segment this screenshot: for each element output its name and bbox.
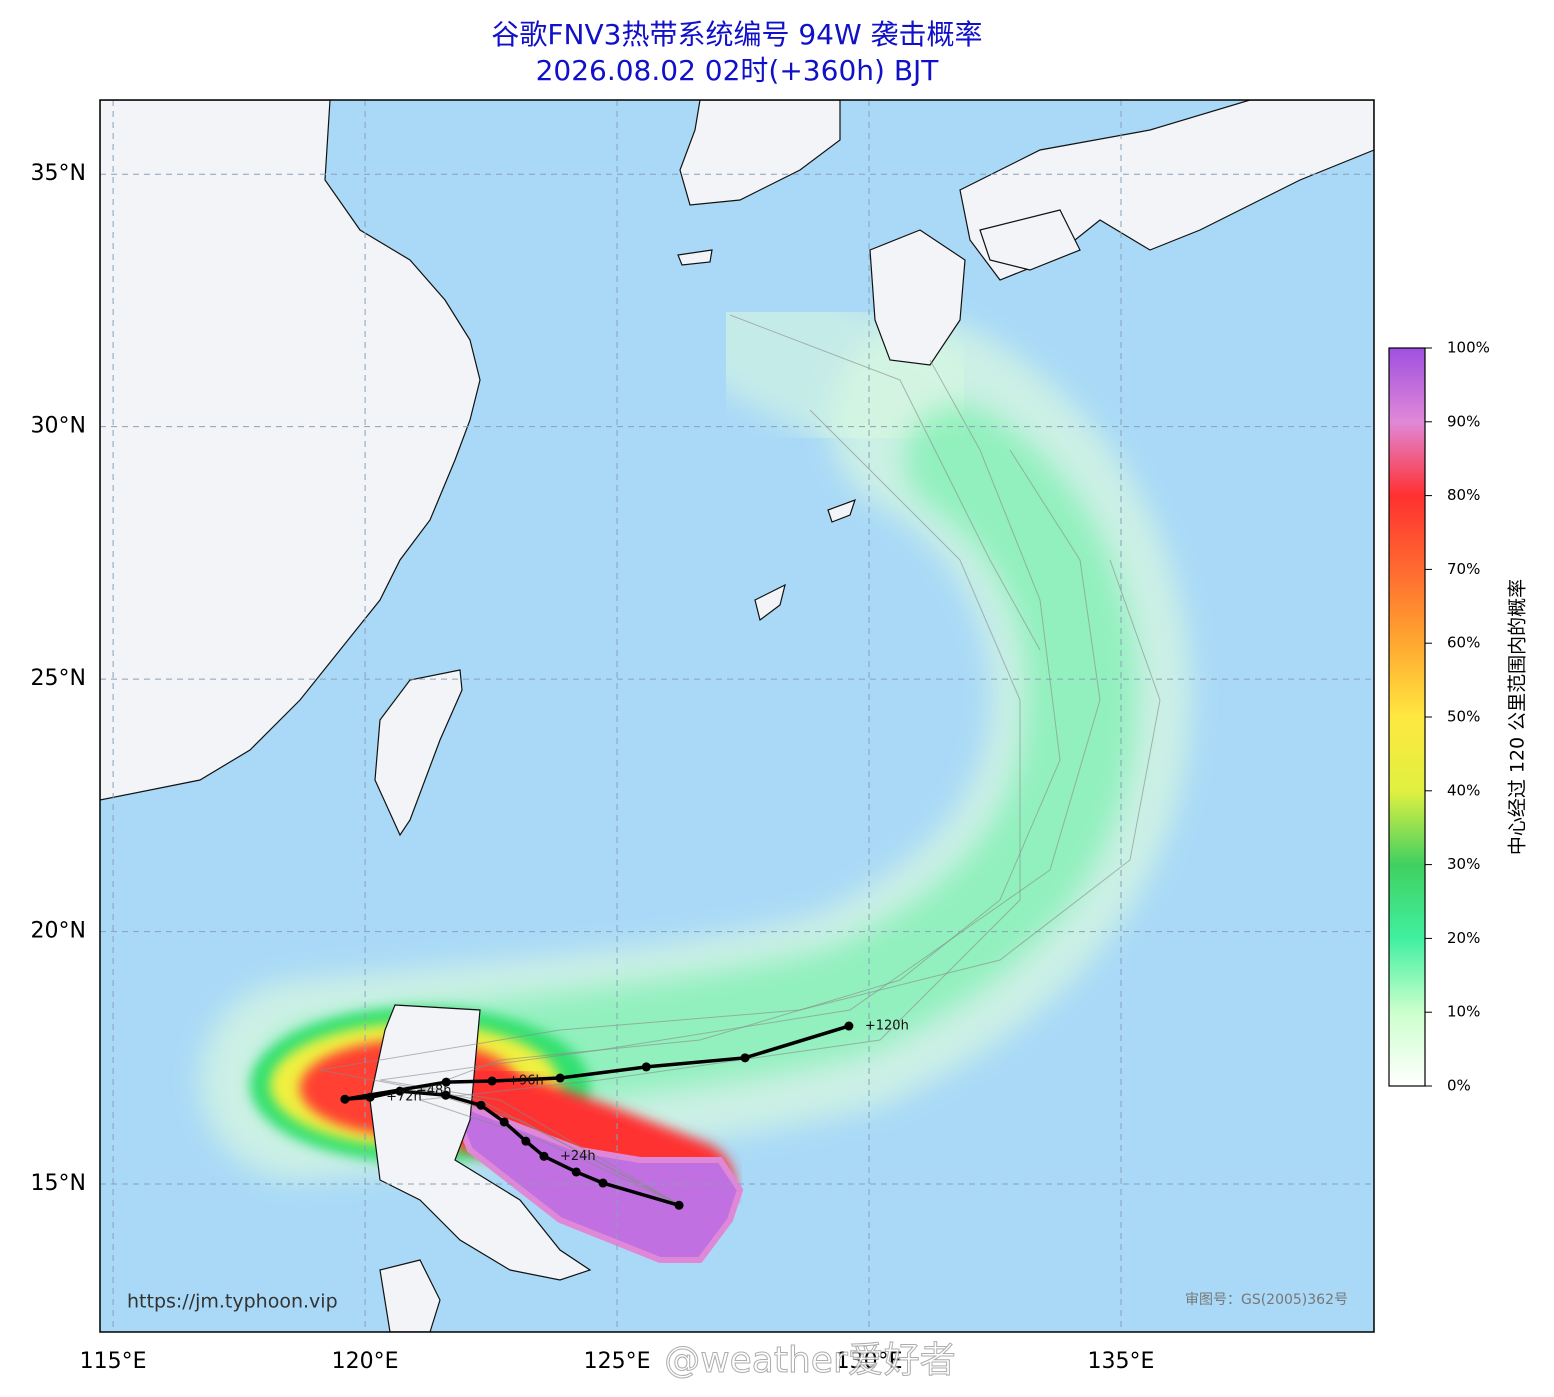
colorbar-label: 中心经过 120 公里范围内的概率 bbox=[1507, 579, 1529, 855]
colorbar-tick-label: 50% bbox=[1447, 708, 1480, 726]
colorbar-tick-label: 40% bbox=[1447, 781, 1480, 799]
track-label: +72h bbox=[386, 1090, 422, 1105]
colorbar-tick-label: 80% bbox=[1447, 486, 1480, 504]
y-tick-label: 35°N bbox=[31, 161, 86, 186]
track-point bbox=[571, 1167, 581, 1177]
track-point bbox=[674, 1200, 684, 1210]
track-point bbox=[499, 1117, 509, 1127]
map-area: +24h +48h+72h +96h +120h https://jm.typhoon… bbox=[100, 100, 1374, 1332]
track-point bbox=[539, 1151, 549, 1161]
x-tick-label: 125°E bbox=[584, 1349, 651, 1374]
colorbar-tick-label: 20% bbox=[1447, 929, 1480, 947]
title: 谷歌FNV3热带系统编号 94W 袭击概率 bbox=[491, 18, 982, 51]
approval-number: 审图号：GS(2005)362号 bbox=[1185, 1292, 1348, 1308]
x-tick-label: 115°E bbox=[80, 1349, 147, 1374]
track-label: +96h bbox=[508, 1074, 544, 1089]
track-point bbox=[476, 1100, 486, 1110]
x-tick-label: 135°E bbox=[1088, 1349, 1155, 1374]
track-label: +24h bbox=[560, 1149, 596, 1164]
colorbar-tick-label: 100% bbox=[1447, 339, 1490, 357]
mean-track: +24h +48h+72h +96h +120h bbox=[340, 1019, 909, 1210]
track-label: +48h bbox=[416, 1084, 452, 1099]
y-tick-label: 30°N bbox=[31, 414, 86, 439]
source-url: https://jm.typhoon.vip bbox=[127, 1291, 338, 1313]
y-tick-label: 20°N bbox=[31, 919, 86, 944]
track-point bbox=[740, 1053, 750, 1063]
track-point bbox=[487, 1076, 497, 1086]
colorbar-ticks: 0% 10% 20% 30% 40% 50% 60% 70% 80% 90% 100% bbox=[1425, 339, 1490, 1095]
track-point bbox=[521, 1136, 531, 1146]
track-point bbox=[641, 1062, 651, 1072]
land bbox=[100, 100, 1374, 1332]
track-point bbox=[555, 1073, 565, 1083]
x-tick-label: 120°E bbox=[332, 1349, 399, 1374]
colorbar-tick-label: 30% bbox=[1447, 855, 1480, 873]
track-point bbox=[844, 1021, 854, 1031]
colorbar-tick-label: 90% bbox=[1447, 412, 1480, 430]
axes: 115°E 120°E 125°E 130°E 135°E 15°N 20°N 25°N 30°… bbox=[31, 161, 1155, 1374]
track-point bbox=[340, 1094, 350, 1104]
subtitle: 2026.08.02 02时(+360h) BJT bbox=[536, 54, 940, 87]
plot-frame bbox=[99, 99, 1375, 1333]
colorbar bbox=[1388, 347, 1426, 1087]
colorbar-tick-label: 0% bbox=[1447, 1077, 1471, 1095]
y-tick-label: 25°N bbox=[31, 666, 86, 691]
track-point bbox=[598, 1178, 608, 1188]
colorbar-tick-label: 10% bbox=[1447, 1003, 1480, 1021]
track-point bbox=[441, 1090, 451, 1100]
x-tick-label: 130°E bbox=[836, 1349, 903, 1374]
watermark: @weather爱好者 bbox=[664, 1340, 956, 1381]
track-point bbox=[365, 1092, 375, 1102]
track-point bbox=[395, 1086, 405, 1096]
ensemble-tracks bbox=[319, 314, 1161, 1206]
colorbar-tick-label: 70% bbox=[1447, 560, 1480, 578]
track-label: +120h bbox=[865, 1019, 909, 1034]
y-tick-label: 15°N bbox=[31, 1171, 86, 1196]
colorbar-tick-label: 60% bbox=[1447, 634, 1480, 652]
grid bbox=[100, 100, 1374, 1332]
track-point bbox=[441, 1077, 451, 1087]
